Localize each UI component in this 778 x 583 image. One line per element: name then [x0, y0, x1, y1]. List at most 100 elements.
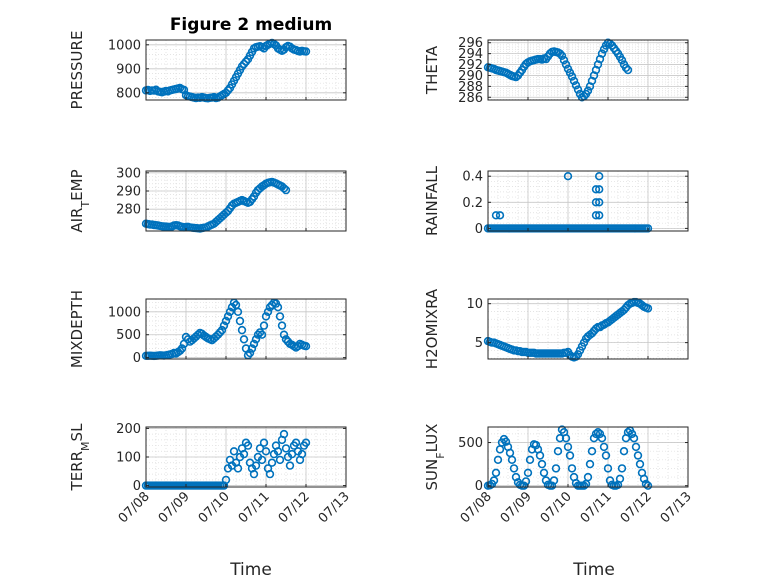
data-point	[301, 438, 311, 447]
data-point	[561, 434, 571, 443]
data-point	[585, 459, 595, 469]
data-point	[593, 428, 603, 437]
data-point	[597, 49, 607, 58]
data-point	[553, 447, 563, 456]
y-tick-label: 900	[116, 62, 141, 77]
y-axis-label: SUNFLUX	[423, 424, 447, 491]
data-point	[571, 81, 581, 90]
data-point	[603, 464, 613, 473]
data-point	[273, 303, 283, 312]
data-point	[221, 475, 231, 485]
data-point	[509, 464, 519, 473]
y-axis-label: TERRMSL	[68, 423, 92, 492]
data-point	[557, 51, 567, 60]
data-point	[567, 464, 577, 473]
subplot-5: 5 10 H2OMIXRA	[423, 288, 689, 369]
y-axis-label: H2OMIXRA	[423, 288, 441, 369]
axes-box	[487, 298, 689, 360]
data-point	[615, 474, 625, 483]
data-point	[279, 330, 289, 339]
axes-box	[145, 298, 347, 360]
data-point	[277, 321, 287, 330]
y-tick-label: 0.4	[462, 170, 483, 185]
y-tick-label: 0.2	[462, 196, 483, 211]
data-point	[555, 49, 565, 58]
subplot-2: 280 290 300 AIRTEMP	[68, 166, 347, 233]
y-axis-label: PRESSURE	[68, 31, 86, 110]
data-point	[519, 481, 529, 490]
data-point	[643, 481, 653, 490]
data-point	[491, 468, 501, 477]
data-point	[594, 185, 604, 194]
y-axis-label: THETA	[423, 45, 441, 95]
data-point	[591, 198, 601, 207]
data-point	[569, 76, 579, 86]
y-tick-label: 300	[116, 166, 141, 181]
axes-box	[487, 170, 689, 232]
data-point	[491, 211, 501, 220]
data-point	[535, 451, 545, 460]
y-tick-label: 200	[116, 422, 141, 437]
data-point	[297, 449, 307, 459]
data-point	[565, 451, 575, 460]
axes-box	[487, 426, 689, 488]
subplot-3: 0 0.2 0.4 RAINFALL	[423, 165, 689, 237]
y-tick-label: 800	[116, 86, 141, 101]
data-point	[239, 449, 249, 459]
axes-box	[487, 39, 689, 101]
data-point	[225, 307, 235, 316]
data-point	[563, 442, 573, 452]
data-point	[617, 55, 627, 65]
y-axis-label: AIRTEMP	[68, 169, 92, 232]
data-point	[233, 307, 243, 316]
data-point	[511, 472, 521, 482]
y-tick-label: 0	[475, 479, 483, 494]
data-point	[541, 476, 551, 485]
x-axis-label-left: Time	[229, 560, 272, 580]
data-point	[253, 330, 263, 339]
y-tick-label: 5	[475, 336, 483, 351]
data-point	[643, 224, 653, 233]
y-axis-label: RAINFALL	[423, 165, 441, 236]
data-point	[587, 447, 597, 456]
data-point	[281, 185, 291, 195]
subplot-4: 0 500 1000 MIXDEPTH	[68, 290, 347, 368]
data-series	[483, 38, 633, 102]
y-tick-label: 290	[458, 69, 483, 84]
data-point	[549, 476, 559, 485]
data-point	[629, 434, 639, 443]
data-point	[265, 469, 275, 479]
data-point	[279, 184, 289, 193]
data-point	[257, 330, 267, 339]
data-point	[281, 444, 291, 453]
data-point	[263, 307, 273, 316]
y-tick-label: 0	[475, 222, 483, 237]
data-point	[261, 447, 271, 456]
data-point	[237, 325, 247, 335]
data-point	[639, 474, 649, 483]
data-point	[245, 348, 255, 358]
data-point	[643, 304, 653, 313]
data-point	[601, 451, 611, 460]
y-tick-label: 500	[458, 436, 483, 451]
data-series	[141, 298, 311, 361]
data-point	[559, 55, 569, 65]
data-point	[259, 321, 269, 330]
data-point	[591, 185, 601, 194]
data-point	[235, 316, 245, 326]
data-point	[285, 461, 295, 470]
data-point	[243, 441, 253, 450]
data-point	[247, 344, 257, 353]
data-point	[551, 464, 561, 473]
data-point	[239, 335, 249, 344]
data-point	[594, 211, 604, 220]
data-point	[635, 459, 645, 469]
y-tick-label: 288	[458, 80, 483, 95]
data-point	[599, 442, 609, 452]
data-point	[255, 328, 265, 337]
data-point	[591, 211, 601, 220]
data-point	[223, 312, 233, 321]
subplot-0: 800 900 1000 PRESSURE	[68, 31, 347, 110]
y-axis-label: MIXDEPTH	[68, 290, 86, 368]
data-point	[177, 344, 187, 353]
